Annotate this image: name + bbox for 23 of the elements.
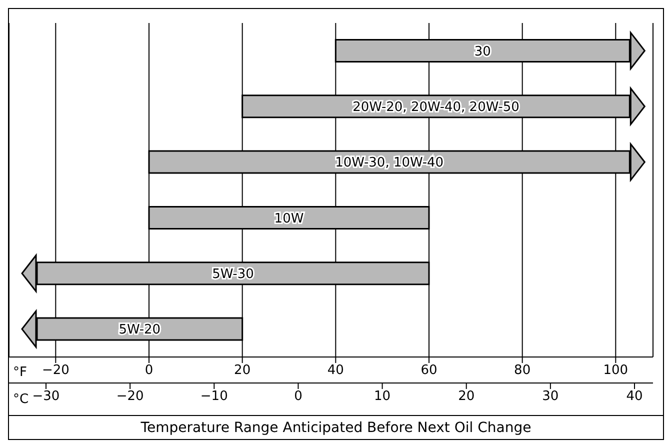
y-tick-label: 10W-30, 10W-40 xyxy=(335,156,444,171)
x2-tick-label: −30 xyxy=(32,389,60,404)
x-tick-label: 100 xyxy=(603,363,628,378)
x-tick-label: 80 xyxy=(514,363,531,378)
x-tick-label: 20 xyxy=(234,363,251,378)
x2-tick-label: −10 xyxy=(200,389,228,404)
x2-tick-label: 30 xyxy=(542,389,559,404)
text: °C xyxy=(13,392,29,407)
x-tick-label: 40 xyxy=(327,363,344,378)
x-tick-label: 60 xyxy=(420,363,438,378)
x-tick-label: −20 xyxy=(42,363,70,378)
x-tick-label: 0 xyxy=(144,363,154,378)
y-tick-label: 5W-30 xyxy=(212,266,254,282)
x-axis-title: Temperature Range Anticipated Before Next Oil Change xyxy=(9,415,663,436)
x2-tick-label: −20 xyxy=(116,389,144,404)
x2-tick-label: 10 xyxy=(374,389,391,404)
text: °F xyxy=(13,365,27,380)
y-tick-label: 10W xyxy=(274,211,304,226)
x2-tick-label: 0 xyxy=(294,389,302,404)
y-tick-label: 5W-20 xyxy=(118,322,161,338)
x2-tick-label: 20 xyxy=(458,389,475,404)
y-tick-label: 20W-20, 20W-40, 20W-50 xyxy=(352,100,520,115)
x2-tick-label: 40 xyxy=(626,389,643,404)
